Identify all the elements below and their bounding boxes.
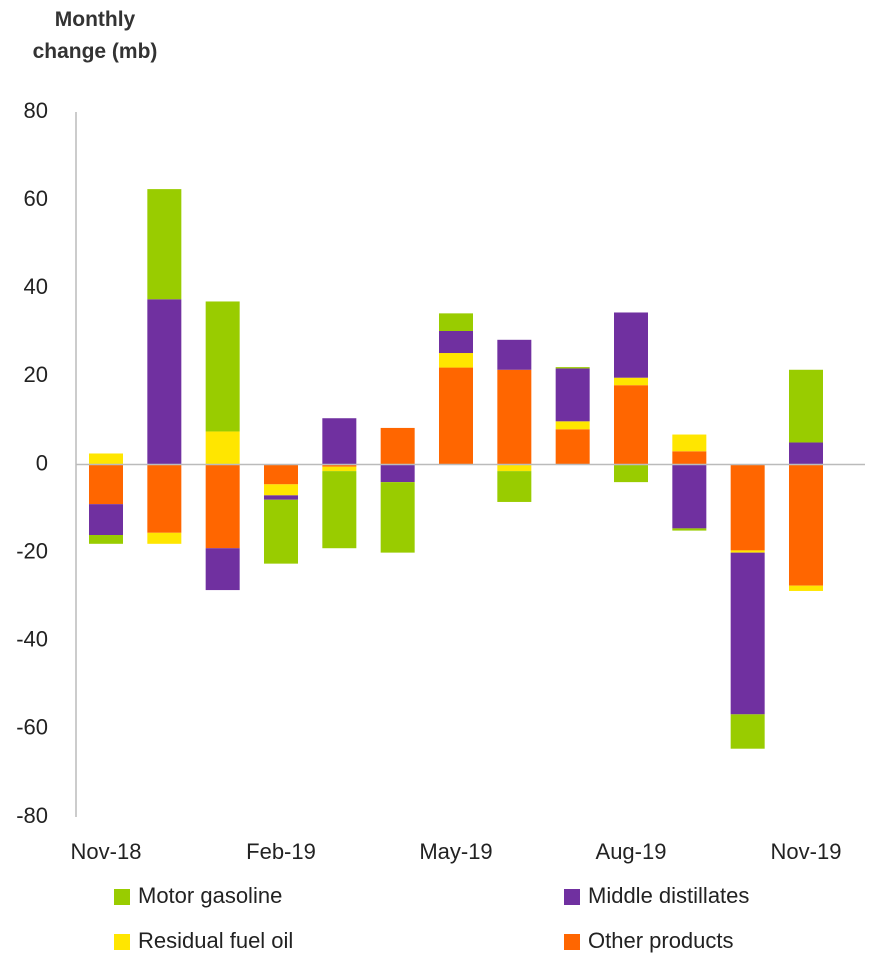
legend-label: Motor gasoline: [138, 883, 282, 908]
y-tick-label: 0: [36, 450, 48, 475]
bar-segment: [89, 535, 123, 544]
legend-swatch: [114, 934, 130, 950]
bar-segment: [439, 367, 473, 465]
bar-segment: [497, 464, 532, 472]
legend-swatch: [564, 934, 580, 950]
y-tick-label: 80: [24, 98, 48, 123]
bar-segment: [322, 464, 357, 467]
y-tick-label: 40: [24, 274, 48, 299]
bar-segment: [555, 368, 590, 422]
x-tick-label: Nov-19: [771, 839, 842, 864]
bar-segment: [264, 499, 298, 564]
y-tick-label: 60: [24, 186, 48, 211]
bar-segment: [89, 464, 123, 505]
bar-segment: [614, 377, 648, 386]
legend-swatch: [564, 889, 580, 905]
bar-segment: [614, 312, 648, 378]
bar-segment: [789, 369, 823, 443]
bar-segment: [322, 466, 357, 472]
y-tick-label: 20: [24, 362, 48, 387]
bar-segment: [439, 330, 473, 354]
x-tick-label: Nov-18: [71, 839, 142, 864]
bar-segment: [672, 528, 707, 531]
bar-segment: [789, 585, 823, 591]
bar-segment: [614, 385, 648, 465]
bar-segment: [730, 714, 765, 749]
bar-segment: [439, 313, 473, 331]
x-tick-label: Aug-19: [596, 839, 667, 864]
legend-label: Middle distillates: [588, 883, 749, 908]
bar-segment: [205, 548, 240, 591]
y-tick-label: -60: [16, 715, 48, 740]
bar-segment: [147, 299, 182, 465]
bar-segment: [264, 464, 298, 485]
bar-segment: [264, 495, 298, 500]
x-tick-label: May-19: [419, 839, 492, 864]
bar-segment: [672, 464, 707, 529]
bar-segment: [147, 532, 182, 544]
bar-segment: [89, 453, 123, 465]
chart-title: Monthly change (mb): [32, 8, 158, 63]
bar-segment: [264, 484, 298, 496]
legend-swatch: [114, 889, 130, 905]
y-tick-label: -40: [16, 627, 48, 652]
bar-segment: [205, 464, 240, 549]
bar-segment: [789, 464, 823, 586]
bar-segment: [380, 427, 415, 465]
y-tick-label: -80: [16, 803, 48, 828]
y-tick-label: -20: [16, 538, 48, 563]
bar-segment: [497, 471, 532, 502]
bar-segment: [497, 339, 532, 370]
bar-segment: [380, 482, 415, 553]
bar-segment: [205, 301, 240, 432]
bar-segment: [730, 550, 765, 553]
bar-segment: [614, 464, 648, 483]
bar-segment: [672, 434, 707, 452]
bar-segment: [439, 353, 473, 368]
bar-segment: [380, 464, 415, 483]
bar-segment: [497, 369, 532, 465]
legend-label: Other products: [588, 928, 734, 953]
bar-segment: [555, 367, 590, 369]
bar-segment: [322, 471, 357, 549]
bar-segment: [322, 418, 357, 465]
bar-segment: [147, 464, 182, 533]
bar-segment: [205, 431, 240, 465]
bar-segment: [730, 552, 765, 715]
bar-segment: [672, 451, 707, 465]
bar-segment: [789, 442, 823, 465]
bar-segment: [555, 429, 590, 465]
x-tick-label: Feb-19: [246, 839, 316, 864]
legend-label: Residual fuel oil: [138, 928, 293, 953]
bar-segment: [555, 421, 590, 430]
bar-segment: [730, 464, 765, 551]
bar-segment: [89, 504, 123, 535]
bar-segment: [147, 189, 182, 300]
